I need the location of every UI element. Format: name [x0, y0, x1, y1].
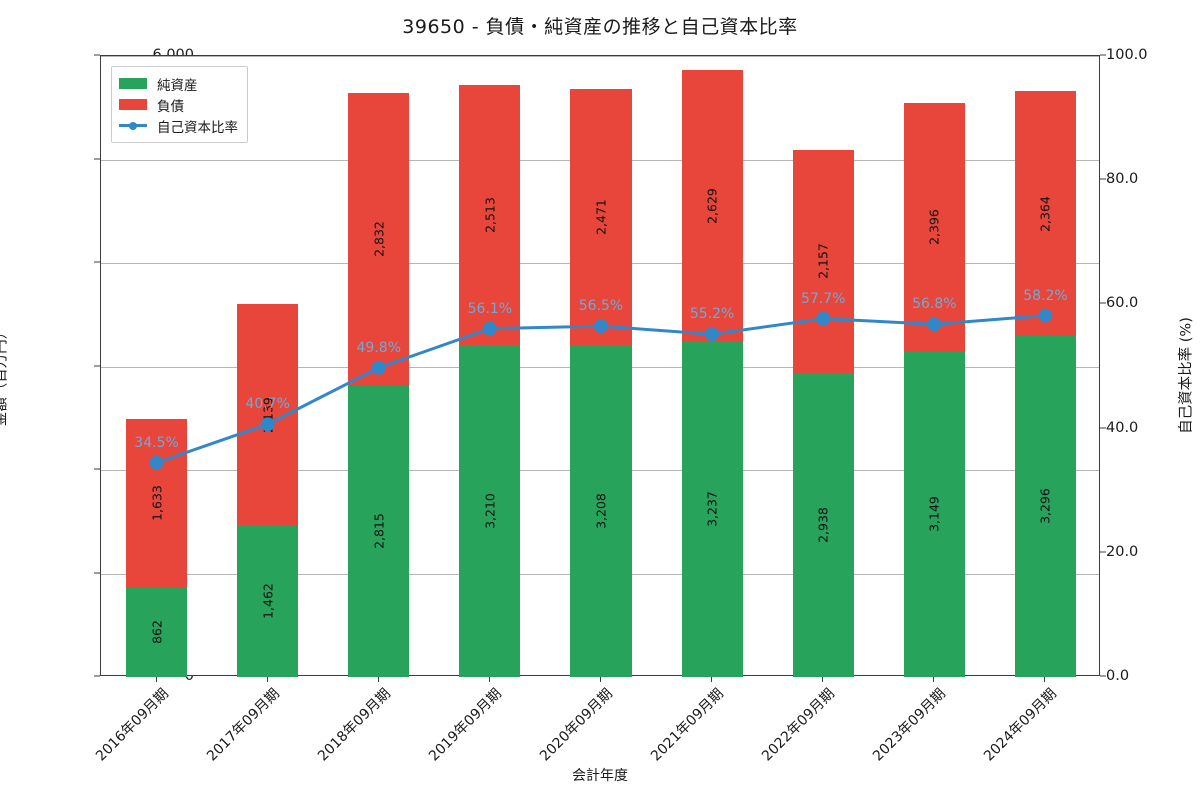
- bar-segment-liabilities: 2,629: [681, 69, 743, 342]
- x-tick-mark: [377, 676, 379, 682]
- x-tick-mark: [822, 676, 824, 682]
- legend-swatch-equity-ratio: [119, 120, 147, 131]
- bar-segment-liabilities: 2,513: [459, 84, 521, 345]
- x-tick-mark: [711, 676, 713, 682]
- ratio-value-label: 57.7%: [800, 290, 846, 307]
- x-tick-label: 2023年09月期: [870, 685, 950, 765]
- bar-segment-net-assets: 3,210: [459, 344, 521, 677]
- y-tick-mark-left: [94, 54, 100, 56]
- bar-segment-net-assets: 3,237: [681, 341, 743, 677]
- y-tick-label-right: 80.0: [1106, 171, 1139, 188]
- y-tick-mark-left: [94, 468, 100, 470]
- plot-area: 862 1,633 1,462 2,139 2,815 2,832 3,210 2,513 3,…: [100, 55, 1100, 677]
- ratio-value-label: 34.5%: [134, 434, 179, 451]
- ratio-data-point: [1038, 308, 1053, 323]
- y-tick-label-right: 0.0: [1106, 668, 1130, 684]
- ratio-data-point: [482, 321, 497, 336]
- ratio-data-point: [149, 455, 164, 470]
- y-tick-label-right: 100.0: [1106, 47, 1148, 63]
- ratio-value-label: 56.5%: [578, 298, 624, 315]
- gridline: [101, 56, 1099, 57]
- y-tick-mark-left: [94, 675, 100, 677]
- x-tick-mark: [266, 676, 268, 682]
- ratio-value-label: 49.8%: [356, 339, 402, 356]
- legend-label-liabilities: 負債: [157, 98, 184, 115]
- y-tick-mark-left: [94, 158, 100, 159]
- ratio-value-label: 55.2%: [689, 306, 735, 323]
- x-tick-mark: [155, 676, 157, 682]
- chart-title: 39650 - 負債・純資産の推移と自己資本比率: [402, 16, 798, 38]
- bar-segment-net-assets: 2,938: [792, 372, 854, 677]
- x-tick-label: 2020年09月期: [537, 685, 616, 765]
- bar-segment-liabilities: 2,157: [792, 149, 854, 373]
- ratio-data-point: [594, 319, 608, 334]
- y-tick-mark-right: [1100, 551, 1106, 553]
- ratio-value-label: 56.8%: [912, 296, 957, 313]
- ratio-value-label: 58.2%: [1023, 287, 1068, 304]
- legend-item-liabilities: 負債: [119, 94, 238, 115]
- legend-label-equity-ratio: 自己資本比率: [157, 119, 238, 136]
- x-tick-label: 2016年09月期: [92, 685, 172, 765]
- y-tick-mark-right: [1100, 178, 1106, 180]
- y-tick-mark-right: [1100, 675, 1106, 677]
- legend-swatch-net-assets: [119, 78, 147, 89]
- y-tick-mark-left: [94, 261, 100, 263]
- x-tick-mark: [488, 676, 490, 682]
- bar-segment-liabilities: 2,471: [570, 89, 632, 345]
- y-tick-mark-right: [1100, 54, 1106, 56]
- x-tick-label: 2022年09月期: [759, 685, 839, 765]
- legend-item-equity-ratio: 自己資本比率: [119, 115, 238, 136]
- y-tick-mark-left: [94, 365, 100, 366]
- ratio-marker-group: [149, 308, 1053, 470]
- x-tick-mark: [933, 676, 935, 682]
- y-tick-label-left: 0: [184, 668, 194, 684]
- ratio-data-point: [260, 417, 275, 432]
- bar-segment-liabilities: 1,633: [126, 418, 188, 588]
- x-tick-label: 2017年09月期: [203, 685, 283, 765]
- ratio-value-label: 56.1%: [467, 300, 513, 317]
- y-axis-label-left: 金額（百万円）: [0, 324, 10, 427]
- legend-marker-icon: [129, 121, 137, 130]
- x-axis-label: 会計年度: [572, 768, 628, 784]
- y-tick-mark-right: [1100, 302, 1106, 304]
- ratio-data-point: [816, 311, 831, 326]
- bar-segment-net-assets: 3,149: [903, 351, 965, 677]
- x-tick-mark: [600, 676, 601, 682]
- x-tick-label: 2024年09月期: [981, 685, 1061, 765]
- bar-segment-liabilities: 2,364: [1014, 91, 1076, 336]
- bar-segment-liabilities: 2,396: [903, 103, 965, 352]
- bar-segment-net-assets: 1,462: [237, 525, 299, 677]
- bar-segment-liabilities: 2,832: [348, 92, 410, 386]
- ratio-data-point: [371, 360, 386, 375]
- ratio-line-path: [155, 314, 1047, 465]
- x-tick-mark: [1044, 676, 1046, 682]
- bar-segment-net-assets: 3,296: [1014, 335, 1076, 677]
- y-tick-label-right: 60.0: [1106, 295, 1139, 312]
- y-axis-label-right: 自己資本比率 (%): [1178, 317, 1195, 434]
- x-tick-label: 2018年09月期: [314, 685, 394, 765]
- legend-swatch-liabilities: [119, 99, 147, 110]
- legend-item-net-assets: 純資産: [119, 73, 238, 94]
- legend-label-net-assets: 純資産: [157, 77, 198, 94]
- y-tick-mark-right: [1100, 427, 1106, 429]
- bar-segment-net-assets: 862: [126, 587, 188, 677]
- ratio-value-label: 40.7%: [245, 396, 290, 413]
- ratio-line-series: [149, 308, 1053, 470]
- ratio-data-point: [927, 317, 942, 332]
- bar-segment-net-assets: 3,208: [570, 344, 632, 677]
- y-tick-label-right: 20.0: [1106, 543, 1139, 560]
- x-tick-label: 2021年09月期: [648, 685, 727, 765]
- y-tick-mark-left: [94, 572, 100, 573]
- chart-legend: 純資産 負債 自己資本比率: [111, 66, 248, 143]
- x-tick-label: 2019年09月期: [425, 685, 505, 765]
- y-tick-label-right: 40.0: [1106, 419, 1139, 436]
- ratio-data-point: [705, 327, 720, 342]
- bar-segment-net-assets: 2,815: [348, 385, 410, 677]
